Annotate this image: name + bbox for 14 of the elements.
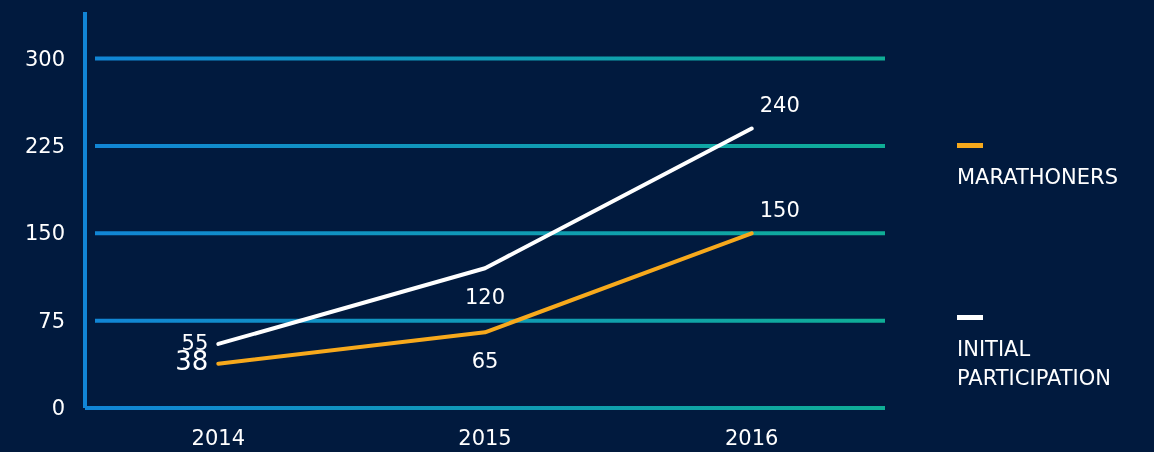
y-tick-label: 0 xyxy=(51,396,65,420)
data-label: 120 xyxy=(464,285,506,310)
y-tick-label: 225 xyxy=(24,133,65,158)
data-label: 150 xyxy=(759,198,800,223)
y-tick-label: 75 xyxy=(38,308,65,333)
data-label: 65 xyxy=(471,349,499,374)
legend-label: INITIAL PARTICIPATION xyxy=(957,337,1111,390)
x-tick-label: 2016 xyxy=(724,426,779,450)
y-tick-label: 150 xyxy=(24,221,65,246)
legend-label: MARATHONERS xyxy=(957,165,1119,189)
x-tick-label: 2015 xyxy=(458,426,512,450)
data-label: 240 xyxy=(759,93,800,118)
y-tick-label: 300 xyxy=(24,46,65,71)
x-tick-label: 2014 xyxy=(191,426,246,450)
